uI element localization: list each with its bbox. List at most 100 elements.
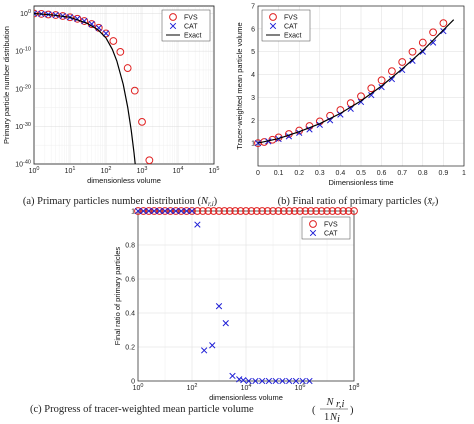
- data-point-cat: [183, 207, 190, 215]
- data-point-cat: [252, 377, 259, 385]
- data-point-fvs: [408, 47, 417, 56]
- data-point-fvs: [166, 207, 175, 215]
- y-tick-label: 1: [251, 141, 255, 148]
- caption-c: (c) Progress of tracer-weighted mean par…: [30, 404, 254, 415]
- x-tick-label: 0.6: [377, 170, 387, 177]
- data-point-fvs: [123, 64, 132, 72]
- x-tick-label: 0: [256, 170, 260, 177]
- y-tick-label: 1: [131, 209, 135, 216]
- data-point-fvs: [220, 207, 229, 215]
- data-point-cat: [161, 207, 169, 215]
- x-axis-label: dimensionless volume: [209, 393, 283, 402]
- data-point-cat: [299, 377, 306, 385]
- data-point-fvs: [215, 207, 223, 215]
- data-point-cat: [240, 376, 247, 384]
- legend-label-cat: CAT: [184, 24, 198, 31]
- data-point-fvs: [328, 207, 337, 215]
- plot-border: [137, 210, 355, 382]
- data-point-cat: [245, 377, 252, 385]
- data-point-fvs: [398, 58, 407, 66]
- y-tick-label: 4: [251, 72, 255, 79]
- data-point-fvs: [252, 207, 261, 215]
- data-point-fvs: [306, 207, 315, 215]
- data-point-fvs: [279, 207, 288, 215]
- data-point-fvs: [344, 207, 353, 215]
- caption-a: (a) Primary particles number distributio…: [23, 196, 218, 208]
- caption-c-paren-close: ): [350, 405, 354, 416]
- data-point-cat: [254, 139, 262, 147]
- legend-label-cat: CAT: [284, 24, 298, 31]
- y-axis-label: Final ratio of primary particles: [113, 247, 122, 346]
- y-tick-label: 5: [251, 49, 255, 56]
- data-point-fvs: [263, 207, 272, 215]
- data-point-fvs: [418, 38, 427, 47]
- data-point-cat: [167, 207, 174, 215]
- y-tick-label: 0: [131, 379, 135, 386]
- data-point-fvs: [242, 207, 250, 215]
- data-point-fvs: [139, 207, 148, 215]
- subplot-b: 0 0.1 0.2 0.3 0.4 0.5 0.6 0.7 0.8 0.9 1 1 2 3 4 5 6 7 Dime…: [235, 4, 466, 188]
- data-point-fvs: [312, 207, 321, 215]
- data-point-fvs: [177, 207, 186, 215]
- data-point-cat: [88, 20, 95, 28]
- data-point-fvs: [333, 207, 342, 215]
- y-tick-label: 7: [251, 4, 255, 11]
- data-point-fvs: [301, 207, 310, 215]
- data-point-fvs: [439, 19, 448, 28]
- data-point-cat: [200, 347, 208, 354]
- data-point-cat: [34, 10, 38, 17]
- data-point-cat: [378, 83, 385, 91]
- data-point-cat: [151, 207, 158, 215]
- y-axis-label: Tracer-weighted mean particle volume: [235, 22, 244, 149]
- data-point-fvs: [367, 84, 376, 93]
- caption-c-den: N: [329, 412, 338, 423]
- data-point-cat: [222, 320, 229, 327]
- data-point-fvs: [258, 207, 267, 215]
- data-point-cat: [399, 66, 406, 74]
- x-tick-label: 1: [462, 170, 466, 177]
- legend-marker-cat: [269, 22, 277, 30]
- data-point-cat: [134, 207, 142, 215]
- caption-c-num: N: [325, 397, 334, 408]
- data-point-fvs: [377, 76, 386, 85]
- data-point-fvs: [323, 207, 331, 215]
- data-point-fvs: [225, 207, 234, 215]
- data-point-fvs: [144, 207, 153, 215]
- series-exact-line: [34, 12, 136, 164]
- data-point-fvs: [350, 207, 358, 215]
- legend-marker-cat: [169, 22, 177, 30]
- y-tick-label: 0.8: [125, 243, 135, 250]
- subplot-a: 100 101 102 103 104 105 100 10-10 10-20 10-30 10-4…: [2, 5, 219, 185]
- x-tick-label: 0.9: [439, 170, 449, 177]
- data-point-cat: [215, 303, 223, 310]
- data-point-cat: [209, 342, 216, 349]
- data-point-fvs: [155, 207, 164, 215]
- y-tick-label: 0.6: [125, 277, 135, 284]
- data-point-fvs: [145, 156, 154, 164]
- data-point-cat: [156, 207, 163, 215]
- data-point-fvs: [269, 207, 277, 215]
- data-point-fvs: [274, 207, 283, 215]
- data-point-cat: [259, 377, 266, 385]
- x-tick-label: 0.8: [418, 170, 428, 177]
- y-tick-label: 10-30: [15, 122, 31, 131]
- data-point-fvs: [130, 86, 139, 95]
- x-tick-label: 104: [173, 166, 184, 175]
- plot-border: [33, 5, 215, 165]
- data-point-fvs: [150, 207, 159, 215]
- x-tick-label: 0.5: [356, 170, 366, 177]
- legend-label-cat: CAT: [324, 231, 338, 238]
- x-tick-label: 0.7: [397, 170, 407, 177]
- data-point-cat: [306, 377, 313, 385]
- x-axis-label: Dimensionless time: [328, 178, 393, 187]
- data-point-fvs: [429, 28, 438, 37]
- y-tick-label: 6: [251, 26, 255, 33]
- data-point-fvs: [204, 207, 213, 215]
- y-tick-label: 3: [251, 95, 255, 102]
- data-point-cat: [409, 57, 416, 65]
- data-point-fvs: [109, 37, 118, 45]
- data-point-cat: [368, 91, 375, 99]
- x-axis-label: dimensionless volume: [87, 176, 161, 185]
- data-point-cat: [188, 207, 196, 215]
